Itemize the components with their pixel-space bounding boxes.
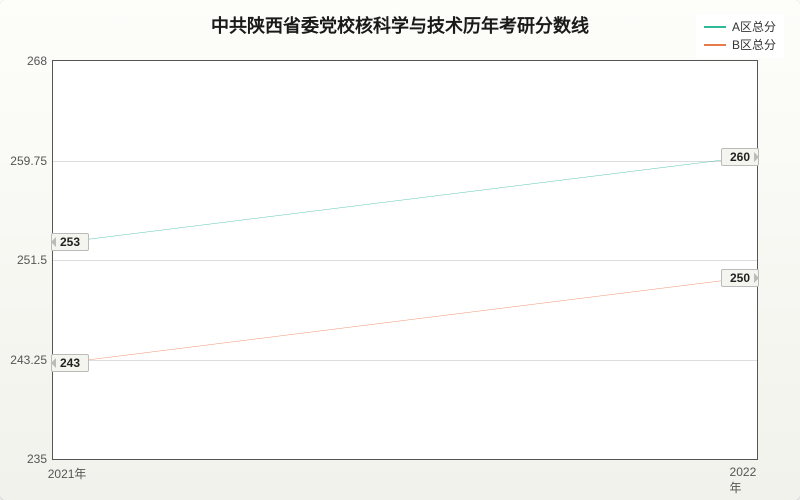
legend-label: B区总分	[732, 36, 776, 54]
legend-label: A区总分	[732, 18, 776, 36]
value-label: 250	[721, 269, 759, 287]
x-tick-label: 2022年	[730, 459, 757, 496]
value-label: 243	[51, 354, 89, 372]
y-tick-label: 268	[27, 54, 53, 68]
plot-area: 235243.25251.5259.75268 2021年2022年 25326…	[52, 60, 758, 460]
value-label: 260	[721, 148, 759, 166]
line-series	[53, 61, 757, 459]
y-tick-label: 259.75	[10, 154, 53, 168]
chart-title: 中共陕西省委党校核科学与技术历年考研分数线	[0, 12, 800, 38]
x-tick-label: 2021年	[48, 459, 87, 482]
legend-item: A区总分	[704, 18, 776, 36]
y-tick-label: 251.5	[17, 253, 53, 267]
legend-swatch-a	[704, 26, 726, 28]
legend-swatch-b	[704, 44, 726, 46]
legend-item: B区总分	[704, 36, 776, 54]
legend: A区总分 B区总分	[696, 14, 784, 58]
value-label: 253	[51, 233, 89, 251]
chart-container: 中共陕西省委党校核科学与技术历年考研分数线 A区总分 B区总分 235243.2…	[0, 0, 800, 500]
